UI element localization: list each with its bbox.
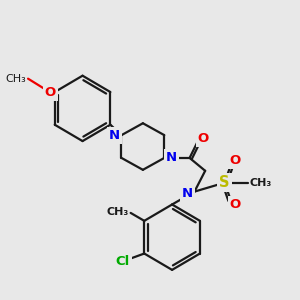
Text: S: S xyxy=(219,175,230,190)
Text: CH₃: CH₃ xyxy=(106,207,129,217)
Text: CH₃: CH₃ xyxy=(5,74,26,84)
Text: O: O xyxy=(45,86,56,99)
Text: CH₃: CH₃ xyxy=(250,178,272,188)
Text: O: O xyxy=(230,154,241,167)
Text: N: N xyxy=(109,129,120,142)
Text: N: N xyxy=(182,187,193,200)
Text: O: O xyxy=(198,132,209,145)
Text: O: O xyxy=(230,198,241,211)
Text: Cl: Cl xyxy=(116,255,130,268)
Text: N: N xyxy=(166,152,177,164)
